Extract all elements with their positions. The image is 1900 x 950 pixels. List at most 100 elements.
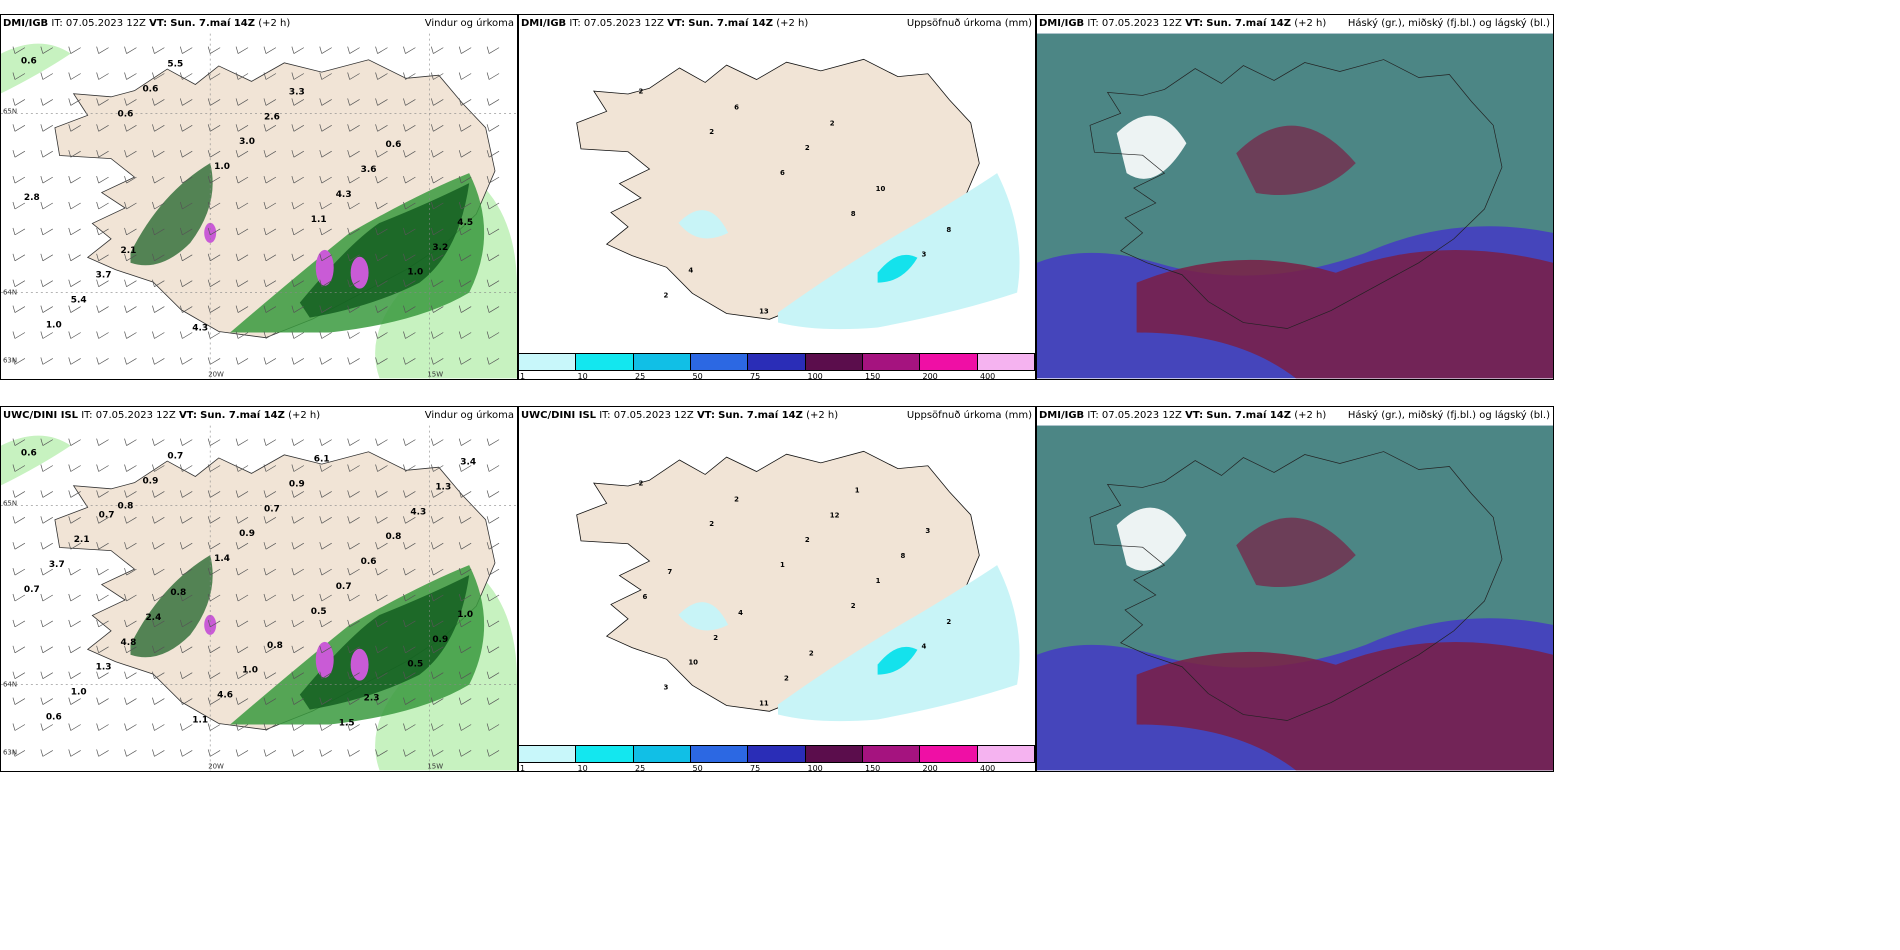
wind-barb — [291, 593, 305, 602]
wind-barb — [319, 749, 332, 757]
wind-barb — [291, 46, 305, 54]
wind-barb — [40, 124, 53, 132]
wind-barb — [486, 464, 500, 472]
wind-barb — [430, 357, 444, 365]
wind-barb — [458, 357, 472, 365]
wind-barb — [291, 645, 305, 654]
colorbar-label: 100 — [807, 372, 823, 380]
wind-barb — [124, 253, 137, 262]
wind-barb — [12, 645, 26, 654]
panel-title: Háský (gr.), miðský (fj.bl.) og lágský (… — [1347, 410, 1550, 421]
wind-barb — [235, 279, 249, 287]
wind-barb — [486, 201, 500, 210]
wind-barb — [430, 490, 444, 498]
value-label: 4.3 — [336, 190, 352, 200]
value-label: 0.5 — [311, 607, 327, 617]
wind-barb — [319, 464, 332, 472]
value-label: 5.4 — [71, 296, 87, 306]
wind-barb — [430, 150, 444, 158]
wind-barb — [179, 542, 193, 550]
map-area: 20W 15W 65N 64N 63N 0.6 0.6 1.0 1.1 1.0 1.0 0.6 3.0 4… — [1, 33, 517, 379]
value-label: 1.0 — [457, 610, 473, 620]
value-label: 0.8 — [170, 588, 186, 598]
wind-barb — [263, 542, 277, 550]
map-area — [1037, 33, 1553, 379]
wind-barb — [347, 438, 360, 446]
axis-label: 15W — [427, 370, 443, 378]
colorbar-label: 25 — [635, 764, 646, 772]
wind-barb — [96, 619, 109, 628]
wind-barb — [403, 464, 416, 472]
wind-barb — [179, 72, 193, 80]
wind-barb — [458, 279, 472, 287]
cloud-low-layer — [1136, 641, 1553, 771]
wind-barb — [403, 253, 416, 262]
wind-barb — [124, 201, 137, 210]
wind-barb — [235, 46, 249, 54]
wind-barb — [124, 98, 137, 106]
wind-barb — [12, 227, 26, 236]
wind-barb — [68, 227, 81, 236]
wind-barb — [124, 593, 137, 602]
wind-barb — [319, 72, 332, 80]
wind-barb — [347, 357, 360, 365]
wind-barb — [179, 124, 193, 132]
wind-barb — [486, 593, 500, 602]
wind-barb — [124, 150, 137, 158]
wind-barb — [68, 305, 81, 313]
wind-barb — [179, 201, 193, 210]
wind-barb — [12, 749, 26, 757]
colorbar-swatch — [920, 746, 978, 762]
wind-barb — [207, 357, 221, 365]
vt-prefix: VT: — [149, 18, 168, 29]
wind-barb — [263, 619, 277, 628]
wind-barb — [68, 357, 81, 365]
value-label: 3.7 — [96, 271, 112, 281]
wind-barb — [207, 542, 221, 550]
wind-barb — [124, 749, 137, 757]
axis-label: 65N — [3, 499, 17, 507]
wind-barb — [291, 568, 305, 576]
value-label: 2 — [709, 128, 714, 136]
wind-barb — [430, 124, 444, 132]
clear-sky-area — [1116, 115, 1187, 179]
colorbar-label: 200 — [922, 372, 938, 380]
wind-barb — [12, 357, 26, 365]
wind-barb — [430, 438, 444, 446]
panel-title: Háský (gr.), miðský (fj.bl.) og lágský (… — [1347, 18, 1550, 29]
wind-barb — [291, 72, 305, 80]
wind-barb — [375, 305, 388, 313]
colorbar-swatch — [519, 746, 577, 762]
wind-barb — [68, 72, 81, 80]
wind-barb — [179, 749, 193, 757]
wind-barb — [486, 645, 500, 654]
value-label: 1 — [855, 486, 860, 494]
wind-barb — [263, 671, 277, 679]
wind-barb — [179, 438, 193, 446]
value-label: 13 — [759, 308, 769, 316]
wind-barb — [403, 98, 416, 106]
clear-sky-area — [1116, 507, 1187, 571]
wind-barb — [96, 201, 109, 210]
wind-barb — [486, 227, 500, 236]
wind-barb — [96, 671, 109, 679]
wind-barb — [458, 331, 472, 339]
offset: (+2 h) — [288, 410, 321, 421]
colorbar-label: 50 — [692, 764, 703, 772]
wind-barb — [486, 72, 500, 80]
wind-barb — [291, 98, 305, 106]
wind-barb — [458, 201, 472, 210]
wind-barb — [124, 542, 137, 550]
wind-barb — [12, 438, 26, 446]
wind-barb — [319, 723, 332, 731]
wind-barb — [96, 542, 109, 550]
colorbar-label: 100 — [807, 764, 823, 772]
wind-barb — [375, 490, 388, 498]
wind-barb — [375, 46, 388, 54]
value-label: 0.7 — [99, 510, 115, 520]
panel-header: DMI/IGB IT: 07.05.2023 12Z VT: Sun. 7.ma… — [1037, 15, 1553, 33]
wind-barb — [486, 516, 500, 524]
wind-barb — [40, 697, 53, 705]
wind-barb — [291, 176, 305, 184]
wind-barb — [207, 593, 221, 602]
